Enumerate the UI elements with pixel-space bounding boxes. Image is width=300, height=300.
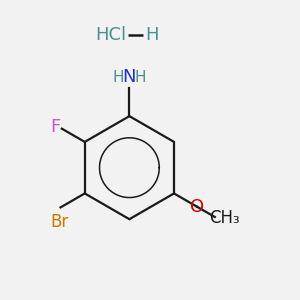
Text: N: N (123, 68, 136, 86)
Text: H: H (112, 70, 124, 85)
Text: HCl: HCl (95, 26, 126, 44)
Text: H: H (146, 26, 159, 44)
Text: CH₃: CH₃ (209, 208, 239, 226)
Text: F: F (50, 118, 61, 136)
Text: O: O (190, 198, 204, 216)
Text: H: H (135, 70, 146, 85)
Text: Br: Br (50, 213, 68, 231)
